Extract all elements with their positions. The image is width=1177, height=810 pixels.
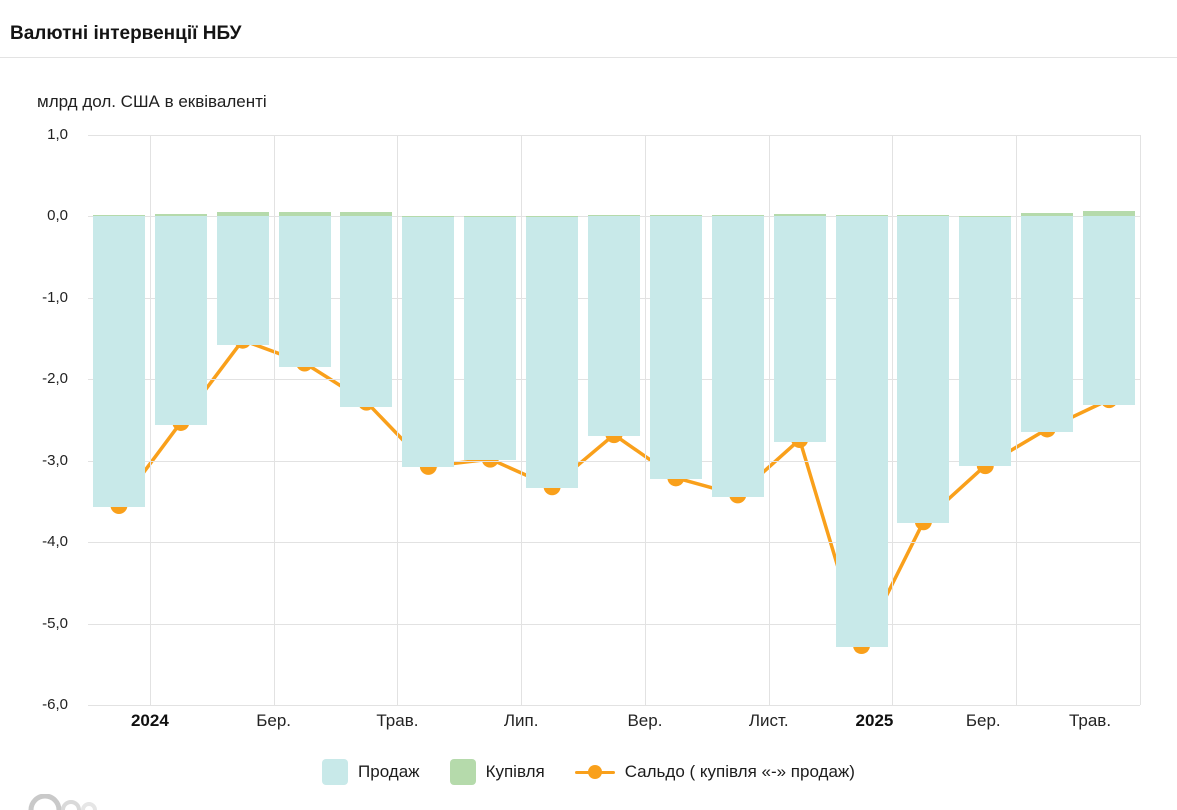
v-gridline — [768, 135, 770, 705]
purchase-bar[interactable] — [711, 214, 764, 217]
purchase-bar[interactable] — [588, 214, 640, 217]
sale-bar[interactable] — [92, 216, 145, 508]
x-tick-label: Лист. — [748, 711, 789, 730]
h-gridline — [88, 135, 1140, 136]
kupivlia-swatch-icon — [449, 759, 476, 785]
purchase-bar[interactable] — [340, 211, 393, 217]
purchase-bar[interactable] — [216, 211, 269, 217]
sale-bar[interactable] — [216, 216, 269, 346]
legend-item-kupivlia[interactable]: Купівля — [449, 759, 545, 785]
y-tick-label: -1,0 — [42, 288, 68, 306]
h-gridline — [88, 542, 1140, 544]
x-tick-label: Лип. — [503, 711, 539, 730]
y-tick-label: -4,0 — [42, 533, 68, 551]
purchase-bar[interactable] — [464, 215, 517, 217]
sale-bar[interactable] — [340, 216, 393, 407]
axis-unit-label: млрд дол. США в еквіваленті — [37, 92, 267, 111]
watermark-logo — [28, 794, 97, 810]
y-tick-label: -2,0 — [42, 370, 68, 388]
purchase-bar[interactable] — [278, 212, 331, 217]
h-gridline — [88, 460, 1140, 462]
sale-bar[interactable] — [464, 216, 517, 460]
purchase-bar[interactable] — [92, 214, 145, 217]
legend-label-kupivlia: Купівля — [485, 762, 545, 781]
prodazh-swatch-icon — [322, 759, 349, 785]
purchase-bar[interactable] — [773, 213, 826, 217]
sale-bar[interactable] — [649, 216, 702, 480]
sale-bar[interactable] — [959, 216, 1012, 467]
purchase-bar[interactable] — [649, 214, 702, 217]
legend-label-prodazh: Продаж — [358, 762, 420, 781]
v-gridline — [149, 135, 151, 705]
purchase-bar[interactable] — [1083, 210, 1136, 217]
purchase-bar[interactable] — [959, 215, 1012, 217]
legend-label-saldo: Сальдо ( купівля «-» продаж) — [624, 762, 855, 781]
x-tick-label: Трав. — [1068, 711, 1112, 730]
x-tick-label: Вер. — [627, 711, 663, 730]
purchase-bar[interactable] — [526, 215, 579, 217]
sale-bar[interactable] — [526, 216, 579, 488]
v-gridline — [273, 135, 275, 705]
page-title: Валютні інтервенції НБУ — [10, 22, 242, 44]
v-gridline — [521, 135, 523, 705]
v-gridline — [1140, 135, 1141, 705]
sale-bar[interactable] — [835, 216, 888, 648]
x-tick-label: 2024 — [130, 711, 169, 730]
sale-bar[interactable] — [1083, 216, 1136, 406]
v-gridline — [644, 135, 646, 705]
y-tick-label: 0,0 — [47, 207, 68, 225]
purchase-bar[interactable] — [897, 214, 950, 217]
x-tick-label: 2025 — [855, 711, 894, 730]
sale-bar[interactable] — [773, 216, 826, 442]
h-gridline — [88, 705, 1140, 706]
y-tick-label: -3,0 — [42, 451, 68, 469]
sale-bar[interactable] — [154, 216, 207, 425]
sale-bar[interactable] — [588, 216, 640, 437]
sale-bar[interactable] — [1021, 216, 1074, 433]
purchase-bar[interactable] — [835, 214, 888, 217]
sale-bar[interactable] — [278, 216, 331, 368]
sale-bar[interactable] — [711, 216, 764, 497]
legend-item-prodazh[interactable]: Продаж — [322, 759, 420, 785]
v-gridline — [1016, 135, 1018, 705]
v-gridline — [892, 135, 894, 705]
y-tick-label: -6,0 — [42, 696, 68, 713]
purchase-bar[interactable] — [402, 215, 455, 217]
sale-bar[interactable] — [402, 216, 455, 468]
x-tick-label: Трав. — [376, 711, 419, 730]
purchase-bar[interactable] — [154, 213, 207, 217]
legend-item-saldo[interactable]: Сальдо ( купівля «-» продаж) — [574, 762, 855, 782]
v-gridline — [397, 135, 399, 705]
sale-bar[interactable] — [897, 216, 950, 524]
x-tick-label: Бер. — [965, 711, 1001, 730]
h-gridline — [88, 623, 1140, 625]
legend: Продаж Купівля Сальдо ( купівля «-» прод… — [0, 759, 1177, 785]
purchase-bar[interactable] — [1021, 213, 1074, 217]
saldo-marker-icon — [574, 765, 615, 779]
y-tick-label: -5,0 — [42, 614, 68, 632]
header-divider — [0, 57, 1177, 58]
plot-area — [88, 135, 1141, 706]
y-tick-label: 1,0 — [47, 126, 68, 143]
x-tick-label: Бер. — [256, 711, 292, 730]
